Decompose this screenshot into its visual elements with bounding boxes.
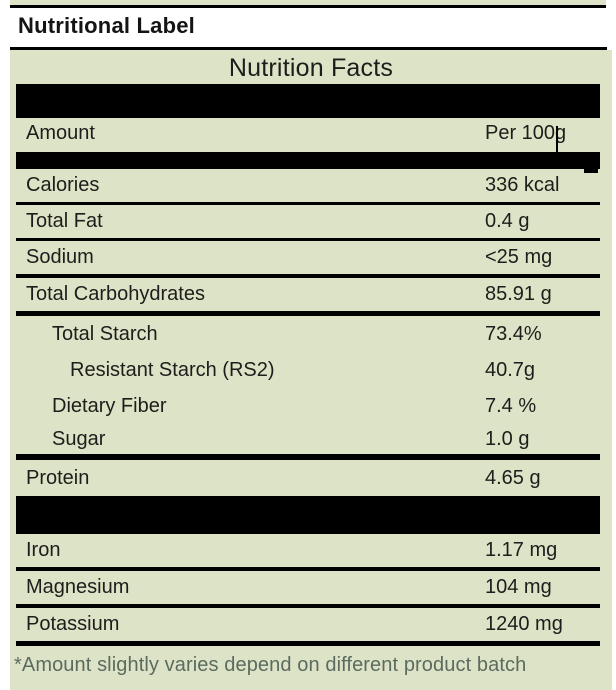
row-label: Magnesium	[26, 576, 130, 598]
row-value: 336 kcal	[485, 174, 560, 196]
row-value: 1.17 mg	[485, 539, 558, 561]
table-row-potassium: Potassium 1240 mg	[16, 608, 600, 646]
row-label: Total Carbohydrates	[26, 283, 205, 305]
cursor-artifact-mark	[584, 169, 598, 173]
row-label: Total Starch	[52, 322, 158, 345]
row-value: 73.4%	[485, 322, 542, 345]
row-value: 1240 mg	[485, 613, 563, 635]
previous-table-edge	[10, 0, 606, 8]
section-divider-bar-top	[16, 84, 600, 118]
table-row-dietary-fiber: Dietary Fiber 7.4 %	[16, 388, 600, 424]
section-divider-bar-header	[16, 152, 600, 169]
table-row-calories: Calories 336 kcal	[16, 169, 600, 205]
amount-column-label: Amount	[26, 122, 95, 144]
row-value: 7.4 %	[485, 394, 537, 417]
nutrition-facts-header: Nutrition Facts	[228, 54, 394, 82]
row-label: Iron	[26, 539, 61, 561]
row-value: <25 mg	[485, 246, 553, 268]
row-value: 85.91 g	[485, 283, 552, 305]
table-row-resistant-starch: Resistant Starch (RS2) 40.7g	[16, 352, 600, 388]
table-row-total-fat: Total Fat 0.4 g	[16, 205, 600, 241]
table-row-protein: Protein 4.65 g	[16, 460, 600, 496]
row-value: 40.7g	[485, 358, 536, 381]
text-cursor	[556, 126, 558, 152]
table-row-sodium: Sodium <25 mg	[16, 241, 600, 278]
footnote-text: *Amount slightly varies depend on differ…	[14, 654, 527, 676]
row-value: 104 mg	[485, 576, 552, 598]
table-row-total-starch: Total Starch 73.4%	[16, 316, 600, 352]
row-value: 4.65 g	[485, 466, 541, 489]
row-label: Dietary Fiber	[52, 394, 167, 417]
row-value: 0.4 g	[485, 210, 530, 232]
row-label: Calories	[26, 174, 100, 196]
row-value: 1.0 g	[485, 427, 530, 450]
table-row-magnesium: Magnesium 104 mg	[16, 571, 600, 608]
row-label: Sodium	[26, 246, 94, 268]
table-row-sugar: Sugar 1.0 g	[16, 424, 600, 460]
row-label: Resistant Starch (RS2)	[70, 358, 275, 381]
table-row-iron: Iron 1.17 mg	[16, 534, 600, 571]
row-label: Total Fat	[26, 210, 103, 232]
row-label: Potassium	[26, 613, 120, 635]
page-title: Nutritional Label	[18, 13, 195, 38]
row-label: Protein	[26, 466, 90, 489]
nutrition-label-panel: Nutrition Facts Amount Per 100g Calories…	[10, 50, 612, 690]
section-divider-bar-minerals	[16, 496, 600, 534]
per-100g-column-value[interactable]: Per 100g	[485, 122, 567, 144]
nutrient-rows: Calories 336 kcal Total Fat 0.4 g Sodium…	[16, 169, 600, 646]
column-header-row: Amount Per 100g	[16, 118, 600, 152]
row-label: Sugar	[52, 427, 106, 450]
table-row-total-carbohydrates: Total Carbohydrates 85.91 g	[16, 278, 600, 316]
title-divider	[10, 47, 607, 50]
